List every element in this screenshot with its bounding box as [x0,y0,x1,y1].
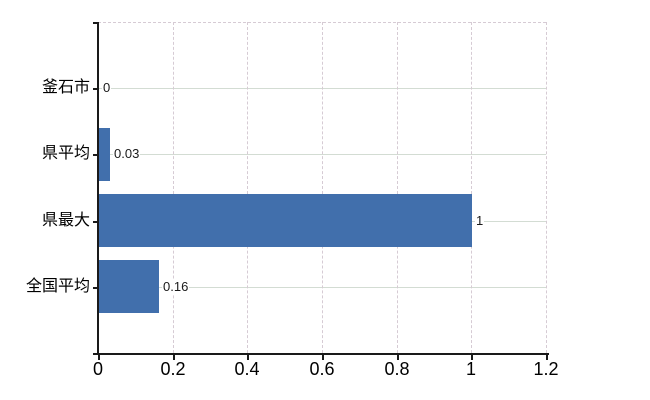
bar [99,128,110,181]
y-axis-tick [93,22,98,24]
v-gridline [247,22,248,353]
x-tick-label: 0.4 [234,359,260,379]
y-axis-tick [93,154,98,156]
y-axis-line [97,22,99,355]
v-gridline [546,22,547,353]
x-axis-tick [471,355,473,360]
value-label: 0 [102,80,112,95]
x-axis-line [93,353,549,355]
category-label: 全国平均 [25,278,90,295]
x-tick-label: 1 [465,359,476,379]
x-tick-label: 0.8 [384,359,410,379]
category-label: 県最大 [41,212,90,229]
x-tick-label: 0.2 [160,359,186,379]
x-axis-tick [173,355,175,360]
y-axis-tick [93,88,98,90]
v-gridline [322,22,323,353]
v-gridline [471,22,472,353]
x-tick-label: 0.6 [309,359,335,379]
x-axis-tick [98,355,100,360]
x-axis-tick [322,355,324,360]
bar [99,194,472,247]
v-gridline [173,22,174,353]
x-axis-tick [247,355,249,360]
x-axis-tick [546,355,548,360]
category-label: 釜石市 [41,79,90,96]
x-tick-label: 0 [92,359,103,379]
value-label: 0.16 [162,279,190,294]
value-label: 0.03 [113,146,141,161]
x-tick-label: 1.2 [533,359,559,379]
category-label: 県平均 [41,145,90,162]
y-axis-tick [93,287,98,289]
v-gridline [397,22,398,353]
value-label: 1 [475,213,485,228]
x-axis-tick [397,355,399,360]
bar [99,260,159,313]
y-axis-tick [93,221,98,223]
